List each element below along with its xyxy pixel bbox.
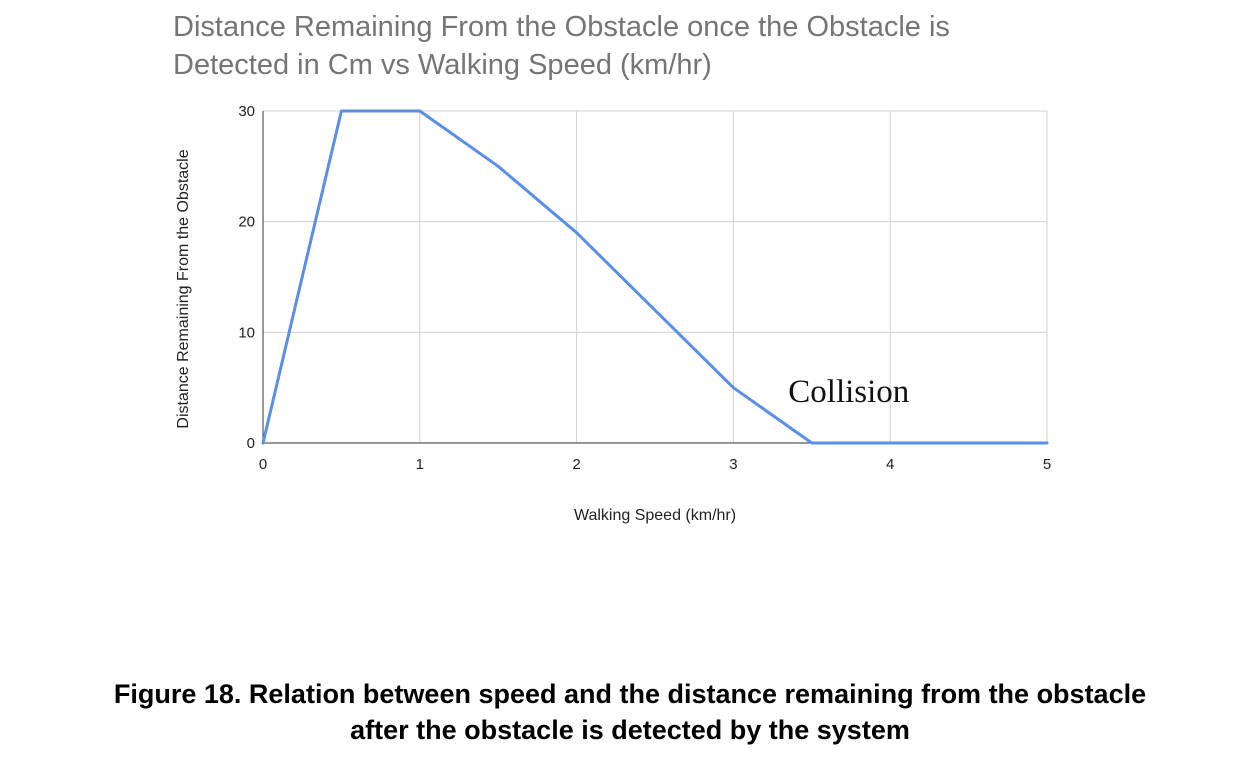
- chart-title-line-2: Detected in Cm vs Walking Speed (km/hr): [173, 49, 712, 81]
- x-tick-label: 3: [729, 456, 737, 473]
- x-tick-label: 2: [572, 456, 580, 473]
- y-tick-label: 10: [238, 324, 255, 341]
- figure-caption-line-1: Figure 18. Relation between speed and th…: [113, 679, 1147, 709]
- series-layer: [261, 109, 1049, 445]
- x-tick-label: 1: [416, 456, 424, 473]
- y-tick-label: 20: [238, 214, 255, 231]
- y-tick-label: 0: [247, 435, 255, 452]
- x-tick-label: 4: [886, 456, 894, 473]
- series-line: [261, 109, 1049, 445]
- y-axis-label: Distance Remaining From the Obstacle: [175, 149, 192, 428]
- x-tick-label: 5: [1043, 456, 1051, 473]
- axis-layer: [262, 111, 1047, 444]
- x-axis-label: Walking Speed (km/hr): [574, 507, 736, 524]
- figure-caption: Figure 18. Relation between speed and th…: [0, 676, 1260, 748]
- x-tick-label: 0: [259, 456, 267, 473]
- annotation-layer: Collision: [788, 374, 909, 410]
- y-tick-label: 30: [238, 103, 255, 120]
- grid-layer: [263, 110, 1048, 443]
- collision-annotation: Collision: [788, 374, 909, 410]
- chart-title-line-1: Distance Remaining From the Obstacle onc…: [173, 11, 950, 43]
- figure-caption-line-2: after the obstacle is detected by the sy…: [350, 715, 910, 745]
- line-chart: Distance Remaining From the Obstacle onc…: [173, 11, 1051, 524]
- tick-labels: 0 1 2 3 4 5 0 10 20 30: [238, 103, 1051, 473]
